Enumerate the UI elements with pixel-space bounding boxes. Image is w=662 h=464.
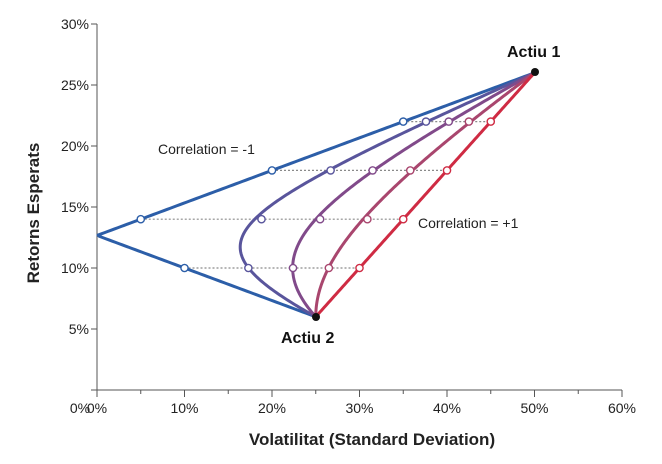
x-tick-label: 60% bbox=[608, 400, 636, 416]
portfolio-marker bbox=[363, 214, 372, 224]
portfolio-marker bbox=[398, 214, 408, 224]
portfolio-marker bbox=[324, 263, 334, 273]
asset-label-actiu-1: Actiu 1 bbox=[507, 44, 560, 61]
portfolio-marker bbox=[442, 166, 452, 175]
frontier-curve-rho-neg1 bbox=[96, 71, 536, 319]
portfolio-marker bbox=[368, 166, 377, 175]
frontier-curve-rho-1 bbox=[314, 71, 536, 318]
y-tick-label: 30% bbox=[61, 16, 89, 32]
annotation-correlation-neg: Correlation = -1 bbox=[158, 141, 255, 157]
frontier-curve-rho-0 bbox=[291, 71, 536, 318]
x-axis-title: Volatilitat (Standard Deviation) bbox=[249, 430, 495, 449]
asset-point-actiu-1 bbox=[531, 68, 539, 76]
portfolio-marker bbox=[326, 166, 335, 175]
y-tick-label: 10% bbox=[61, 260, 89, 276]
asset-point-actiu-2 bbox=[312, 313, 320, 321]
portfolio-marker bbox=[288, 263, 298, 273]
x-tick-label: 30% bbox=[345, 400, 373, 416]
portfolio-marker bbox=[405, 166, 415, 175]
y-axis-title: Retorns Esperats bbox=[24, 143, 43, 284]
y-tick-label: 15% bbox=[61, 199, 89, 215]
portfolio-marker bbox=[464, 117, 474, 126]
portfolio-marker bbox=[244, 263, 253, 273]
origin-tick-label: 0% bbox=[70, 400, 90, 416]
x-tick-label: 20% bbox=[258, 400, 286, 416]
frontier-curve-rho-neg0_5 bbox=[238, 71, 536, 319]
frontier-curve-rho-0_5 bbox=[314, 71, 536, 318]
x-tick-label: 50% bbox=[520, 400, 548, 416]
y-tick-label: 5% bbox=[69, 321, 89, 337]
portfolio-markers bbox=[136, 117, 496, 273]
frontier-curves bbox=[96, 71, 536, 319]
portfolio-marker bbox=[267, 166, 277, 175]
portfolio-marker bbox=[315, 214, 325, 224]
portfolio-marker bbox=[355, 263, 364, 273]
portfolio-marker bbox=[180, 263, 189, 273]
portfolio-marker bbox=[444, 117, 454, 126]
portfolio-marker bbox=[421, 117, 431, 126]
portfolio-marker bbox=[136, 214, 146, 224]
x-tick-label: 10% bbox=[170, 400, 198, 416]
portfolio-marker bbox=[398, 117, 408, 126]
asset-label-actiu-2: Actiu 2 bbox=[281, 330, 334, 347]
x-tick-label: 40% bbox=[433, 400, 461, 416]
axes: 0% 10% 20% 30% 40% 50% 60% 5% 10% 15% 20% 25% 30% 0% bbox=[61, 16, 636, 416]
portfolio-marker bbox=[257, 214, 266, 224]
y-tick-label: 20% bbox=[61, 138, 89, 154]
portfolio-marker bbox=[486, 117, 496, 126]
annotation-correlation-pos: Correlation = +1 bbox=[418, 215, 519, 231]
y-tick-label: 25% bbox=[61, 77, 89, 93]
x-tick-label: 0% bbox=[87, 400, 107, 416]
